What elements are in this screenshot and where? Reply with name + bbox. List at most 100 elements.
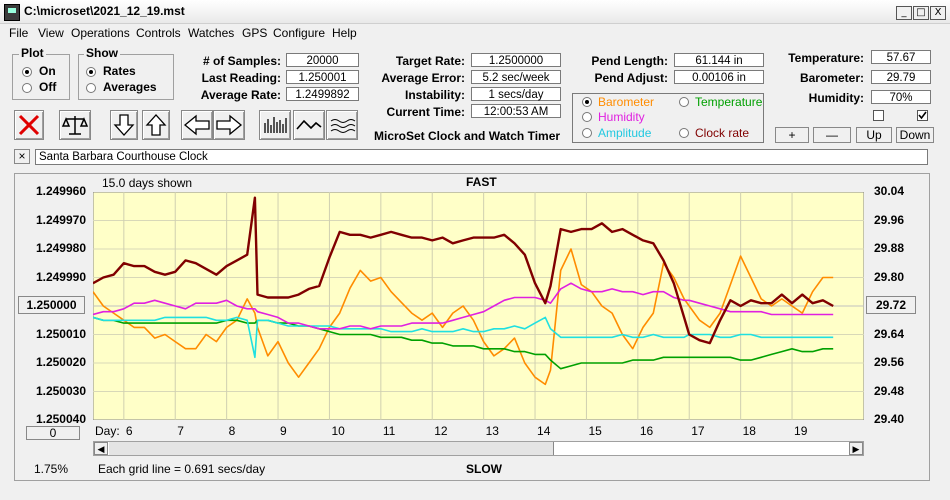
plot-off-radio[interactable] (22, 83, 32, 93)
pend-length-label: Pend Length: (591, 54, 668, 68)
plot-on-label: On (39, 64, 56, 78)
show-averages-label: Averages (103, 80, 157, 94)
day-prefix: Day: (95, 424, 120, 438)
series-line (93, 196, 834, 345)
scroll-left-button[interactable]: ◀ (94, 442, 108, 455)
target-rate-field: 1.2500000 (471, 53, 561, 67)
day-tick-label: 12 (434, 424, 448, 438)
title-bar: C:\microset\2021_12_19.mst _ □ X (0, 0, 950, 24)
arrow-right-button[interactable] (213, 110, 245, 140)
show-averages-radio[interactable] (86, 83, 96, 93)
up-button[interactable]: Up (856, 127, 892, 143)
offset-button[interactable]: 0 (26, 426, 80, 440)
left-tick-label: 1.249980 (35, 241, 86, 255)
right-tick-label: 29.64 (874, 326, 905, 341)
day-tick-label: 19 (794, 424, 808, 438)
day-tick-label: 14 (537, 424, 551, 438)
left-tick-label: 1.249960 (35, 184, 86, 198)
clock-name-input[interactable]: Santa Barbara Courthouse Clock (35, 149, 928, 165)
menu-gps[interactable]: GPS (242, 26, 268, 40)
arrow-left-button[interactable] (181, 110, 213, 140)
minimize-button[interactable]: _ (896, 6, 912, 20)
barometer-radio[interactable] (582, 97, 592, 107)
stop-button[interactable] (14, 110, 44, 140)
barometer-field: 29.79 (871, 70, 931, 84)
app-icon[interactable] (4, 4, 20, 21)
left-tick-label: 1.250010 (35, 326, 86, 341)
app-caption: MicroSet Clock and Watch Timer (374, 129, 561, 143)
plot-group-title: Plot (19, 46, 46, 60)
bar-graph-icon (264, 117, 287, 133)
arrow-right-icon (216, 114, 243, 136)
show-group-title: Show (84, 46, 120, 60)
pend-adjust-label: Pend Adjust: (594, 71, 668, 85)
samples-label: # of Samples: (202, 54, 281, 68)
series-line (93, 316, 834, 370)
minus-button[interactable]: — (813, 127, 851, 143)
scroll-right-button[interactable]: ▶ (849, 442, 863, 455)
series-line (93, 248, 834, 386)
right-tick-label: 29.48 (874, 383, 905, 398)
right-tick-label: 29.56 (874, 355, 905, 369)
average-error-field: 5.2 sec/week (471, 70, 561, 84)
left-checkbox[interactable] (873, 110, 884, 121)
plot-on-radio[interactable] (22, 67, 32, 77)
temperature-option: Temperature (695, 95, 763, 109)
check-icon (918, 111, 927, 120)
barometer-label: Barometer: (799, 71, 864, 85)
pend-adjust-field: 0.00106 in (674, 70, 764, 84)
day-tick-label: 18 (742, 424, 756, 438)
clear-name-button[interactable]: × (14, 149, 30, 164)
window-title: C:\microset\2021_12_19.mst (24, 4, 185, 18)
center-baro-button[interactable]: 29.72 (866, 296, 916, 314)
samples-field: 20000 (286, 53, 359, 67)
left-tick-label: 1.250020 (35, 355, 86, 369)
balance-button[interactable] (59, 110, 91, 140)
right-checkbox[interactable] (917, 110, 928, 121)
menu-view[interactable]: View (38, 26, 64, 40)
fast-label: FAST (466, 175, 497, 189)
wave-view-button[interactable] (326, 110, 358, 140)
show-rates-radio[interactable] (86, 67, 96, 77)
temperature-radio[interactable] (679, 97, 689, 107)
day-tick-label: 11 (382, 424, 396, 438)
close-button[interactable]: X (930, 6, 946, 20)
menu-bar: File View Operations Controls Watches GP… (0, 24, 950, 42)
amplitude-radio[interactable] (582, 128, 592, 138)
clockrate-radio[interactable] (679, 128, 689, 138)
right-tick-label: 30.04 (874, 184, 905, 198)
humidity-option: Humidity (598, 110, 645, 124)
time-scrollbar[interactable]: ◀ ▶ (93, 441, 864, 456)
menu-operations[interactable]: Operations (71, 26, 130, 40)
arrow-down-button[interactable] (110, 110, 138, 140)
menu-configure[interactable]: Configure (273, 26, 326, 40)
bars-view-button[interactable] (259, 110, 291, 140)
day-tick-label: 7 (177, 424, 184, 438)
day-tick-label: 6 (125, 424, 133, 438)
series-line (93, 316, 834, 359)
temperature-field: 57.67 (871, 50, 931, 64)
scroll-thumb[interactable] (109, 442, 554, 455)
humidity-radio[interactable] (582, 112, 592, 122)
menu-file[interactable]: File (9, 26, 29, 40)
plus-button[interactable]: + (775, 127, 809, 143)
zoom-label: 1.75% (34, 462, 69, 476)
arrow-up-button[interactable] (142, 110, 170, 140)
balance-scale-icon (61, 116, 89, 135)
instability-label: Instability: (404, 88, 465, 102)
menu-controls[interactable]: Controls (136, 26, 181, 40)
day-tick-label: 8 (228, 424, 236, 438)
line-view-button[interactable] (293, 110, 325, 140)
instability-field: 1 secs/day (471, 87, 561, 101)
target-rate-label: Target Rate: (395, 54, 465, 68)
days-shown-label: 15.0 days shown (102, 176, 193, 190)
center-rate-button[interactable]: 1.250000 (18, 296, 85, 314)
menu-help[interactable]: Help (332, 26, 357, 40)
left-tick-label: 1.249970 (35, 212, 86, 227)
rate-plot[interactable] (93, 192, 864, 420)
humidity-label: Humidity: (808, 91, 864, 105)
average-error-label: Average Error: (381, 71, 465, 85)
menu-watches[interactable]: Watches (188, 26, 235, 40)
maximize-button[interactable]: □ (913, 6, 929, 20)
down-button[interactable]: Down (896, 127, 934, 143)
